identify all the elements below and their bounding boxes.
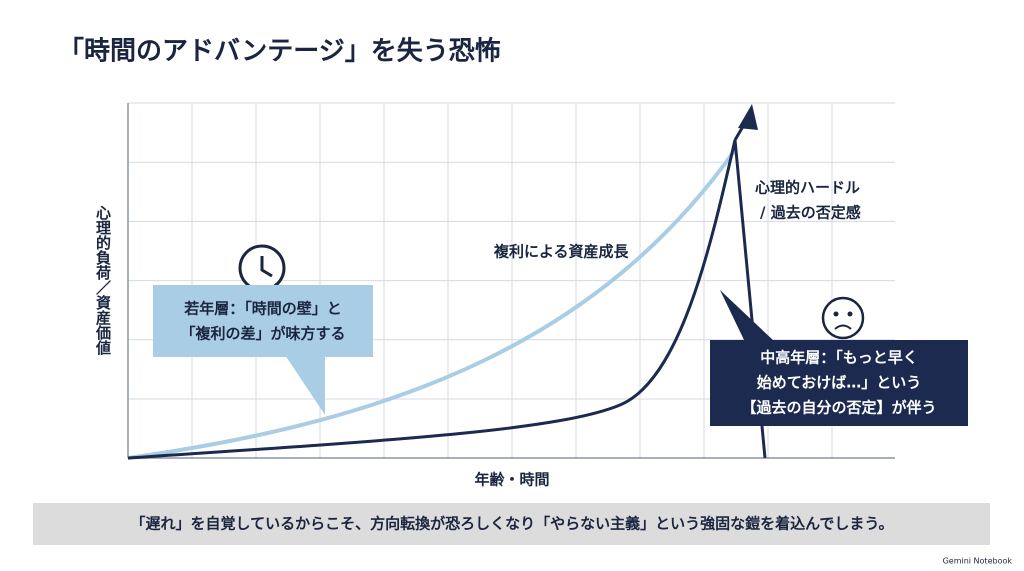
brand: Gemini Notebook: [943, 557, 1013, 566]
title: 「時間のアドバンテージ」を失う恐怖: [58, 36, 501, 67]
callout-tail: [720, 290, 775, 342]
x-axis-label: 年齢・時間: [474, 471, 549, 489]
middle-callout: [710, 340, 968, 426]
hurdle-curve: [127, 139, 767, 460]
asset-curve: [127, 148, 737, 460]
callout-text: 始めておけば…」という: [757, 374, 922, 392]
eye: [833, 311, 839, 317]
footer-text: 「遅れ」を自覚しているからこそ、方向転換が恐ろしくなり「やらない主義」という強固…: [131, 515, 894, 533]
callout-text: 【過去の自分の否定】が伴う: [741, 399, 936, 417]
y-axis-label: 心理的負荷／資産価値: [94, 205, 112, 356]
mouth: [834, 324, 852, 330]
callout-text: 「複利の差」が味方する: [180, 325, 345, 343]
eye: [847, 311, 853, 317]
hurdle-label: / 過去の否定感: [760, 204, 861, 222]
curve-label: 複利による資産成長: [493, 243, 630, 261]
worried-icon: [821, 296, 865, 340]
young-callout: [153, 285, 373, 357]
arrow-head: [738, 104, 758, 130]
callout-tail: [285, 355, 325, 415]
footer-bar: [33, 503, 990, 545]
callout-text: 中高年層：「もっと早く: [760, 349, 918, 367]
hurdle-label: 心理的ハードル: [755, 179, 860, 197]
clock-hands: [260, 256, 273, 278]
callout-text: 若年層：「時間の壁」と: [183, 300, 342, 318]
